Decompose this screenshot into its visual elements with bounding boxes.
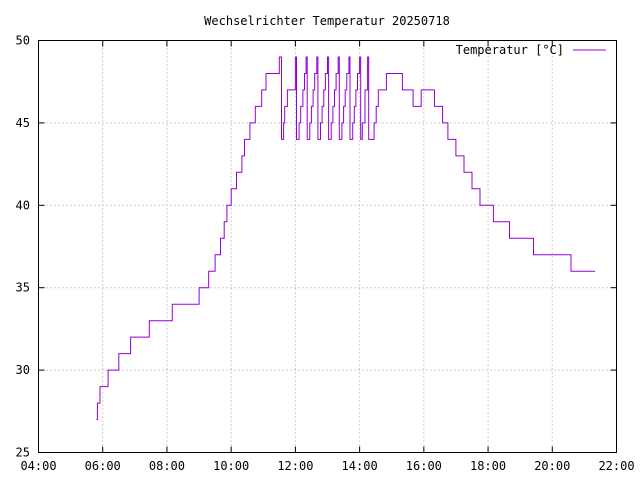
x-tick-label: 16:00 (406, 459, 442, 473)
y-tick-label: 45 (16, 116, 30, 130)
plot-frame (38, 40, 617, 453)
x-tick-label: 06:00 (85, 459, 121, 473)
axis-ticks (38, 40, 617, 453)
x-tick-label: 04:00 (20, 459, 56, 473)
y-tick-label: 30 (16, 363, 30, 377)
y-tick-label: 35 (16, 281, 30, 295)
y-tick-label: 25 (16, 446, 30, 460)
x-tick-label: 08:00 (149, 459, 185, 473)
x-tick-label: 18:00 (470, 459, 506, 473)
grid-lines (38, 40, 617, 453)
legend: Temperatur [°C] (456, 43, 606, 57)
x-tick-label: 12:00 (277, 459, 313, 473)
y-tick-label: 40 (16, 198, 30, 212)
tick-labels: 04:00 06:00 08:00 10:00 12:00 14:00 16:00 18:00… (16, 34, 635, 474)
x-tick-label: 10:00 (213, 459, 249, 473)
x-tick-label: 22:00 (598, 459, 634, 473)
chart-title: Wechselrichter Temperatur 20250718 (204, 14, 450, 28)
legend-label: Temperatur [°C] (456, 43, 564, 57)
series-lines (96, 56, 596, 420)
temperature-series-line (96, 56, 596, 420)
y-tick-label: 50 (16, 34, 30, 48)
x-tick-label: 20:00 (534, 459, 570, 473)
x-tick-label: 14:00 (342, 459, 378, 473)
